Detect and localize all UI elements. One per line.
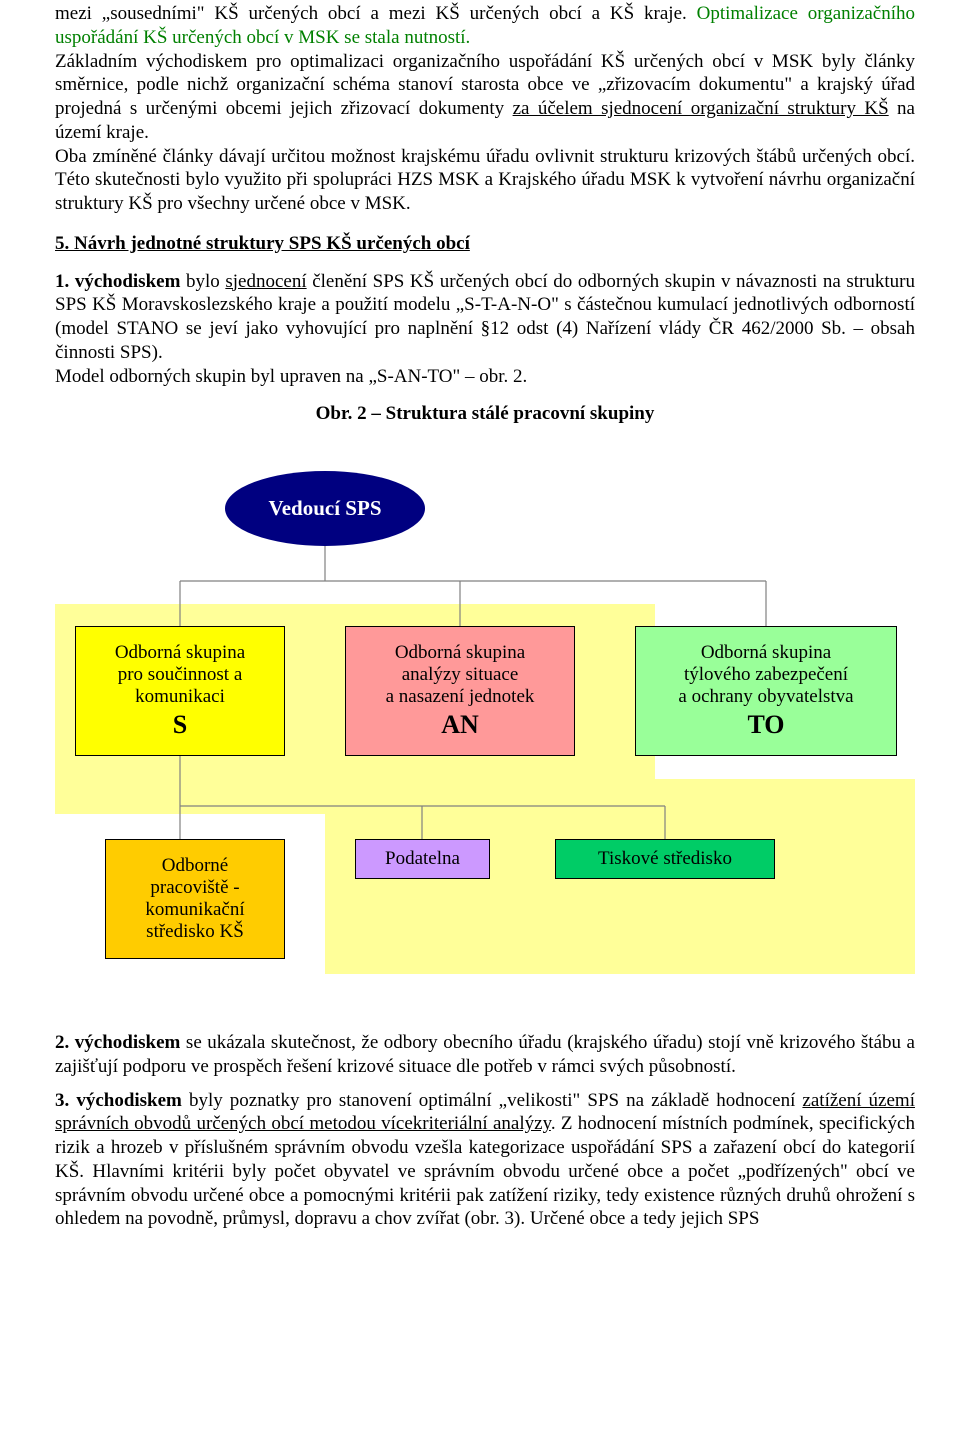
heading-5-text: 5. Návrh jednotné struktury SPS KŠ určen… <box>55 233 470 254</box>
node-leader: Vedoucí SPS <box>225 471 425 546</box>
diagram-sps-structure: Vedoucí SPS Odborná skupinapro součinnos… <box>55 446 915 1006</box>
para-6: 2. východiskem se ukázala skutečnost, že… <box>55 1031 915 1079</box>
node-line: Tiskové středisko <box>598 848 732 870</box>
node-line: pracoviště - <box>150 877 239 899</box>
node-leader-label: Vedoucí SPS <box>268 495 381 521</box>
node-to: Odborná skupinatýlového zabezpečenía och… <box>635 626 897 756</box>
node-line: Odborné <box>162 855 228 877</box>
node-line: týlového zabezpečení <box>684 664 848 686</box>
node-line: analýzy situace <box>402 664 519 686</box>
para-6-rest: se ukázala skutečnost, že odbory obecníh… <box>55 1032 915 1077</box>
node-an: Odborná skupinaanalýzy situacea nasazení… <box>345 626 575 756</box>
para-4u: sjednocení <box>225 271 306 292</box>
para-4: 1. východiskem bylo sjednocení členění S… <box>55 270 915 365</box>
node-line: a ochrany obyvatelstva <box>678 686 853 708</box>
node-s: Odborná skupinapro součinnost akomunikac… <box>75 626 285 756</box>
node-line: Odborná skupina <box>701 642 831 664</box>
node-code: S <box>173 710 187 740</box>
node-line: Podatelna <box>385 848 460 870</box>
node-pod: Podatelna <box>355 839 490 879</box>
para-4-bold: 1. východiskem <box>55 271 180 292</box>
node-kom: Odbornépracoviště -komunikačnístředisko … <box>105 839 285 959</box>
node-code: TO <box>747 710 784 740</box>
heading-5: 5. Návrh jednotné struktury SPS KŠ určen… <box>55 232 915 256</box>
para-2u: za účelem sjednocení organizační struktu… <box>513 98 889 119</box>
para-3: Oba zmíněné články dávají určitou možnos… <box>55 145 915 216</box>
node-line: a nasazení jednotek <box>386 686 535 708</box>
figure-title: Obr. 2 – Struktura stálé pracovní skupin… <box>55 402 915 426</box>
node-line: komunikační <box>145 899 244 921</box>
node-line: středisko KŠ <box>146 921 244 943</box>
node-line: pro součinnost a <box>118 664 243 686</box>
para-5: Model odborných skupin byl upraven na „S… <box>55 365 915 389</box>
para-7: 3. východiskem byly poznatky pro stanove… <box>55 1089 915 1232</box>
node-code: AN <box>441 710 479 740</box>
node-line: Odborná skupina <box>395 642 525 664</box>
para-4a: bylo <box>180 271 225 292</box>
para-2: Základním východiskem pro optimalizaci o… <box>55 50 915 145</box>
node-tisk: Tiskové středisko <box>555 839 775 879</box>
para-1a: mezi „sousedními" KŠ určených obcí a mez… <box>55 3 697 24</box>
node-line: komunikaci <box>135 686 225 708</box>
para-6-bold: 2. východiskem <box>55 1032 180 1053</box>
node-line: Odborná skupina <box>115 642 245 664</box>
para-7a: byly poznatky pro stanovení optimální „v… <box>182 1090 803 1111</box>
para-1: mezi „sousedními" KŠ určených obcí a mez… <box>55 2 915 50</box>
para-7-bold: 3. východiskem <box>55 1090 182 1111</box>
